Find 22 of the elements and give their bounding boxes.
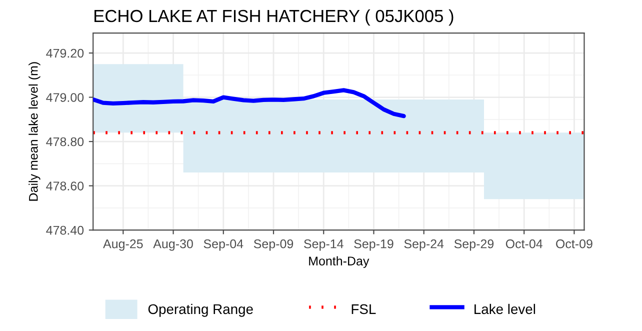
line-series [93,88,406,118]
legend-label: Operating Range [148,304,253,317]
x-tick-label: Aug-30 [153,239,193,251]
x-tick-label: Oct-09 [556,239,592,248]
y-axis-title: Daily mean lake level (m) [28,62,40,201]
x-tick-label: Sep-14 [304,239,344,251]
x-tick-label: Sep-29 [454,239,494,251]
x-tick-label: Sep-24 [404,239,444,251]
legend-label: Lake level [474,304,536,314]
y-tick-label: 478.80 [46,137,84,146]
y-tick-label: 479.00 [46,93,84,102]
x-axis-title: Month-Day [309,256,370,268]
x-tick-label: Aug-25 [103,239,143,251]
chart-title: ECHO LAKE AT FISH HATCHERY ( 05JK005 ) [94,9,454,26]
y-tick-label: 478.60 [46,182,84,190]
x-tick-label: Sep-19 [354,239,394,251]
x-tick-label: Oct-04 [506,239,542,248]
legend-label: FSL [352,304,376,314]
y-tick-label: 478.40 [46,226,84,235]
x-tick-label: Sep-04 [204,239,244,251]
x-tick-label: Sep-09 [254,239,294,251]
y-tick-label: 479.20 [46,48,84,58]
